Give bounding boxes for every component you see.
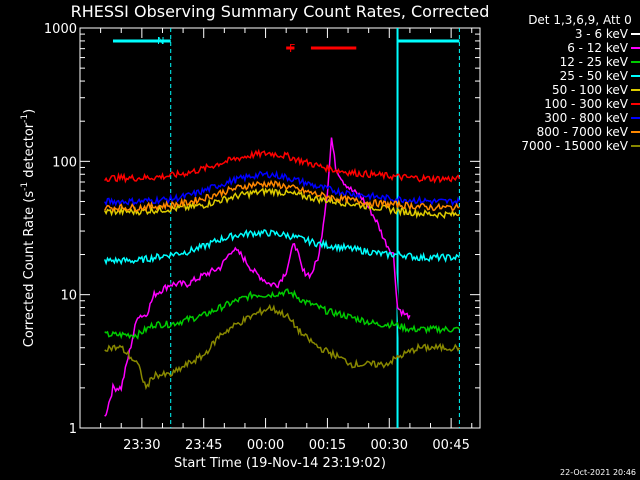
y-axis-label-main: Corrected Count Rate (s xyxy=(22,191,37,348)
y-axis-label-mid: detector xyxy=(22,122,37,182)
y-tick-label: 10 xyxy=(60,289,77,304)
chart-title: RHESSI Observing Summary Count Rates, Co… xyxy=(71,2,490,21)
y-axis-label-exp1: -1 xyxy=(20,182,30,191)
x-tick-label: 23:45 xyxy=(185,438,222,453)
timestamp: 22-Oct-2021 20:46 xyxy=(560,468,636,477)
legend-entry: 7000 - 15000 keV xyxy=(521,139,628,153)
y-axis-label: Corrected Count Rate (s-1 detector-1) xyxy=(20,109,37,347)
legend-entry: 300 - 800 keV xyxy=(544,111,628,125)
legend-title: Det 1,3,6,9, Att 0 xyxy=(528,13,632,27)
series-line xyxy=(104,148,461,184)
axis-ticks xyxy=(80,28,480,429)
y-tick-label: 1 xyxy=(69,422,77,437)
series-line xyxy=(104,137,411,417)
legend-entry: 50 - 100 keV xyxy=(552,83,629,97)
x-tick-label: 00:45 xyxy=(432,438,469,453)
x-tick-labels: 23:30 23:45 00:00 00:15 00:30 00:45 xyxy=(123,438,470,453)
x-axis-label: Start Time (19-Nov-14 23:19:02) xyxy=(174,456,386,471)
legend-entry: 25 - 50 keV xyxy=(560,69,629,83)
x-tick-label: 23:30 xyxy=(123,438,160,453)
y-axis-label-exp2: -1 xyxy=(20,114,30,123)
y-axis-label-end: ) xyxy=(22,109,37,114)
x-tick-label: 00:30 xyxy=(371,438,408,453)
annotations: N F xyxy=(112,28,460,428)
series-line xyxy=(103,229,460,266)
plot-area-frame xyxy=(79,27,481,429)
legend-entry: 6 - 12 keV xyxy=(567,41,629,55)
legend-entry: 12 - 25 keV xyxy=(560,55,629,69)
series-line xyxy=(104,288,460,340)
series-line xyxy=(104,179,460,213)
y-tick-label: 100 xyxy=(52,155,77,170)
y-tick-labels: 1 10 100 1000 xyxy=(44,22,77,437)
x-tick-label: 00:15 xyxy=(309,438,346,453)
legend-entry: 3 - 6 keV xyxy=(575,27,629,41)
x-tick-label: 00:00 xyxy=(247,438,284,453)
series-lines xyxy=(103,137,461,419)
legend-entry: 100 - 300 keV xyxy=(544,97,628,111)
series-line xyxy=(104,303,461,391)
series-line xyxy=(104,187,460,220)
y-tick-label: 1000 xyxy=(44,22,77,37)
legend-entry: 800 - 7000 keV xyxy=(537,125,629,139)
series-line xyxy=(104,169,461,207)
